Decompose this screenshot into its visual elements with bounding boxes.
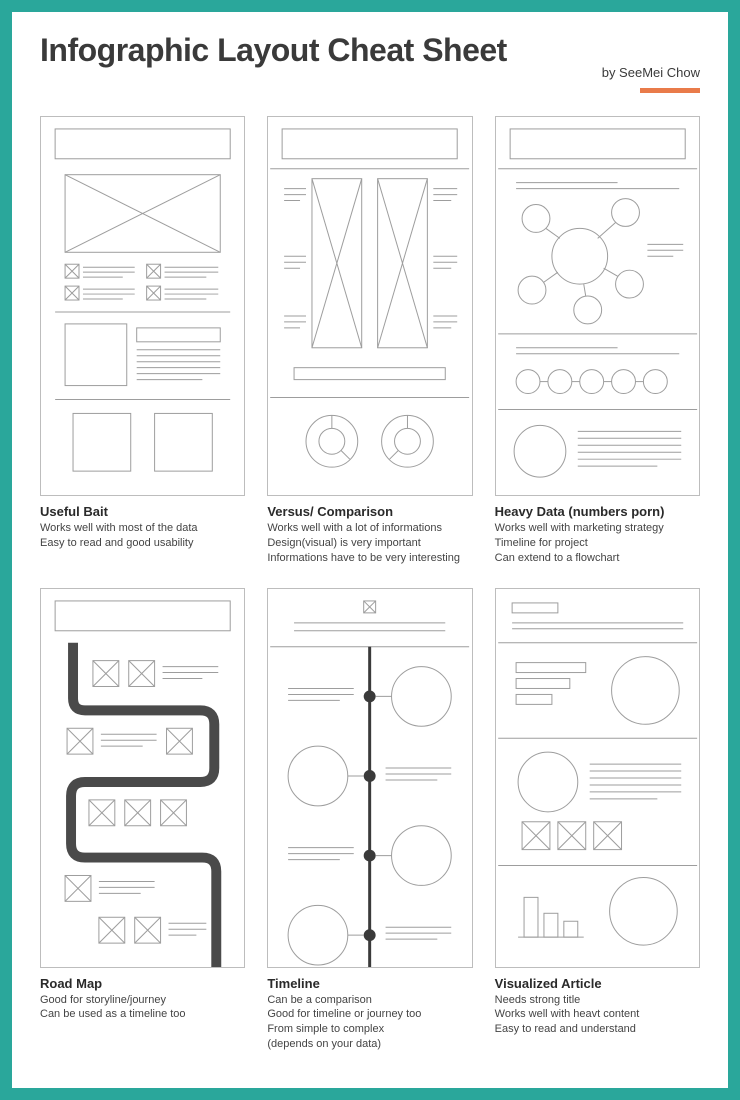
caption-title: Visualized Article [495,976,700,991]
caption-title: Heavy Data (numbers porn) [495,504,700,519]
cell-heavy-data: Heavy Data (numbers porn) Works well wit… [495,116,700,566]
card-viz-article [495,588,700,968]
cell-useful-bait: Useful Bait Works well with most of the … [40,116,245,566]
caption-line: Works well with marketing strategy [495,521,700,536]
caption-title: Road Map [40,976,245,991]
card-heavy-data [495,116,700,496]
card-road-map [40,588,245,968]
wireframe-viz-article [496,589,699,967]
page-title: Infographic Layout Cheat Sheet [40,32,700,69]
caption-versus: Versus/ Comparison Works well with a lot… [267,504,472,566]
caption-useful-bait: Useful Bait Works well with most of the … [40,504,245,551]
caption-line: Informations have to be very interesting [267,551,472,566]
caption-line: Can be a comparison [267,993,472,1008]
cell-timeline: Timeline Can be a comparison Good for ti… [267,588,472,1052]
accent-bar [640,88,700,93]
caption-line: Works well with heavt content [495,1007,700,1022]
byline-wrap: by SeeMei Chow [40,65,700,98]
caption-line: Works well with a lot of informations [267,521,472,536]
wireframe-useful-bait [41,117,244,495]
caption-title: Versus/ Comparison [267,504,472,519]
caption-line: Needs strong title [495,993,700,1008]
wireframe-versus [268,117,471,495]
caption-line: Good for timeline or journey too [267,1007,472,1022]
caption-line: Design(visual) is very important [267,536,472,551]
layout-grid: Useful Bait Works well with most of the … [40,116,700,1052]
caption-line: Can extend to a flowchart [495,551,700,566]
cell-versus: Versus/ Comparison Works well with a lot… [267,116,472,566]
card-useful-bait [40,116,245,496]
caption-line: Can be used as a timeline too [40,1007,245,1022]
wireframe-road-map [41,589,244,967]
caption-line: From simple to complex [267,1022,472,1037]
caption-line: Timeline for project [495,536,700,551]
header: Infographic Layout Cheat Sheet by SeeMei… [40,32,700,98]
card-versus [267,116,472,496]
caption-line: Easy to read and good usability [40,536,245,551]
cell-viz-article: Visualized Article Needs strong title Wo… [495,588,700,1052]
caption-title: Timeline [267,976,472,991]
cell-road-map: Road Map Good for storyline/journey Can … [40,588,245,1052]
caption-viz-article: Visualized Article Needs strong title Wo… [495,976,700,1038]
wireframe-timeline [268,589,471,967]
caption-heavy-data: Heavy Data (numbers porn) Works well wit… [495,504,700,566]
caption-line: Works well with most of the data [40,521,245,536]
wireframe-heavy-data [496,117,699,495]
caption-line: (depends on your data) [267,1037,472,1052]
caption-timeline: Timeline Can be a comparison Good for ti… [267,976,472,1052]
caption-road-map: Road Map Good for storyline/journey Can … [40,976,245,1023]
card-timeline [267,588,472,968]
caption-line: Easy to read and understand [495,1022,700,1037]
caption-line: Good for storyline/journey [40,993,245,1008]
caption-title: Useful Bait [40,504,245,519]
